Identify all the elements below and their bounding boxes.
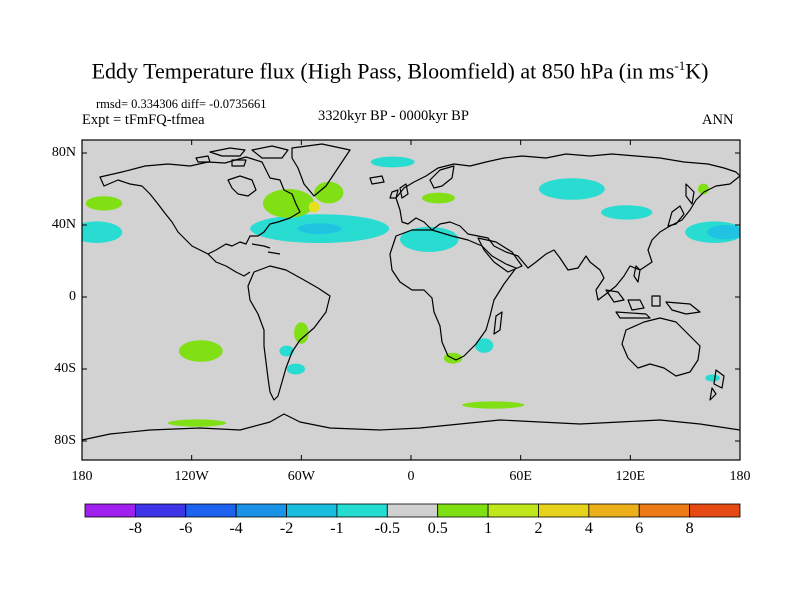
- colorbar-swatch-3: [235, 503, 287, 518]
- plot-title: Eddy Temperature flux (High Pass, Bloomf…: [91, 58, 709, 84]
- lon-label-3: 0: [407, 469, 415, 484]
- colorbar-label-11: 8: [685, 520, 694, 537]
- period-label: 3320kyr BP - 0000kyr BP: [318, 108, 469, 124]
- colorbar-label-8: 2: [534, 520, 543, 537]
- lon-label-2: 60W: [287, 469, 315, 484]
- lat-label-4: 80S: [54, 433, 76, 448]
- anomaly-region-10: [314, 181, 344, 204]
- colorbar-swatch-7: [437, 503, 489, 518]
- colorbar-label-4: -1: [330, 520, 344, 537]
- lon-label-6: 180: [729, 469, 751, 484]
- anomaly-region-2: [707, 225, 740, 240]
- colorbar-label-1: -6: [179, 520, 193, 537]
- colorbar-label-0: -8: [128, 520, 143, 537]
- season-label: ANN: [702, 112, 734, 128]
- anomaly-region-13: [421, 192, 455, 204]
- anomaly-region-7: [601, 205, 653, 220]
- anomaly-layer: [82, 156, 740, 427]
- lon-label-0: 180: [71, 469, 93, 484]
- stats-label: rmsd= 0.334306 diff= -0.0735661: [96, 97, 267, 111]
- colorbar-label-3: -2: [279, 520, 294, 537]
- colorbar-label-5: -0.5: [374, 520, 400, 537]
- colorbar-label-6: 0.5: [427, 520, 448, 537]
- lat-label-0: 80N: [51, 145, 76, 160]
- colorbar-swatch-4: [286, 503, 338, 518]
- colorbar-label-9: 4: [584, 520, 593, 537]
- anomaly-region-4: [297, 223, 342, 235]
- colorbar-label-7: 1: [484, 520, 493, 537]
- colorbar-swatch-10: [588, 503, 640, 518]
- anomaly-region-1: [82, 221, 123, 243]
- anomaly-region-6: [538, 178, 605, 200]
- anomaly-region-20: [474, 338, 494, 353]
- coastlines: [82, 143, 740, 441]
- anomaly-region-11: [308, 201, 320, 213]
- axis-ticks: [81, 140, 741, 460]
- colorbar-label-10: 6: [635, 520, 644, 537]
- experiment-label: Expt = tFmFQ-tfmea: [82, 112, 205, 128]
- lon-label-5: 120E: [615, 469, 646, 484]
- colorbar-swatch-1: [134, 503, 187, 518]
- colorbar: [84, 503, 741, 518]
- colorbar-swatch-0: [84, 503, 136, 518]
- colorbar-label-2: -4: [229, 520, 243, 537]
- anomaly-region-23: [705, 374, 720, 382]
- anomaly-region-22: [167, 419, 227, 427]
- anomaly-region-15: [178, 340, 223, 362]
- anomaly-region-9: [262, 189, 315, 218]
- lat-label-1: 40N: [51, 217, 76, 232]
- lon-label-4: 60E: [509, 469, 532, 484]
- colorbar-swatch-5: [336, 503, 388, 518]
- lon-label-1: 120W: [174, 469, 209, 484]
- colorbar-swatch-2: [185, 503, 237, 518]
- anomaly-region-18: [286, 363, 305, 375]
- anomaly-region-17: [279, 345, 295, 357]
- anomaly-region-8: [370, 156, 415, 168]
- anomaly-region-16: [294, 322, 309, 344]
- colorbar-swatch-11: [638, 503, 691, 518]
- colorbar-swatch-12: [689, 503, 741, 518]
- colorbar-swatch-6: [386, 503, 439, 518]
- anomaly-region-21: [462, 401, 525, 409]
- colorbar-swatch-9: [538, 503, 590, 518]
- colorbar-swatch-8: [487, 503, 539, 518]
- anomaly-region-14: [697, 183, 709, 195]
- lat-label-3: 40S: [54, 361, 76, 376]
- anomaly-region-12: [85, 196, 123, 211]
- lat-label-2: 0: [69, 289, 76, 304]
- map-background: [82, 140, 740, 460]
